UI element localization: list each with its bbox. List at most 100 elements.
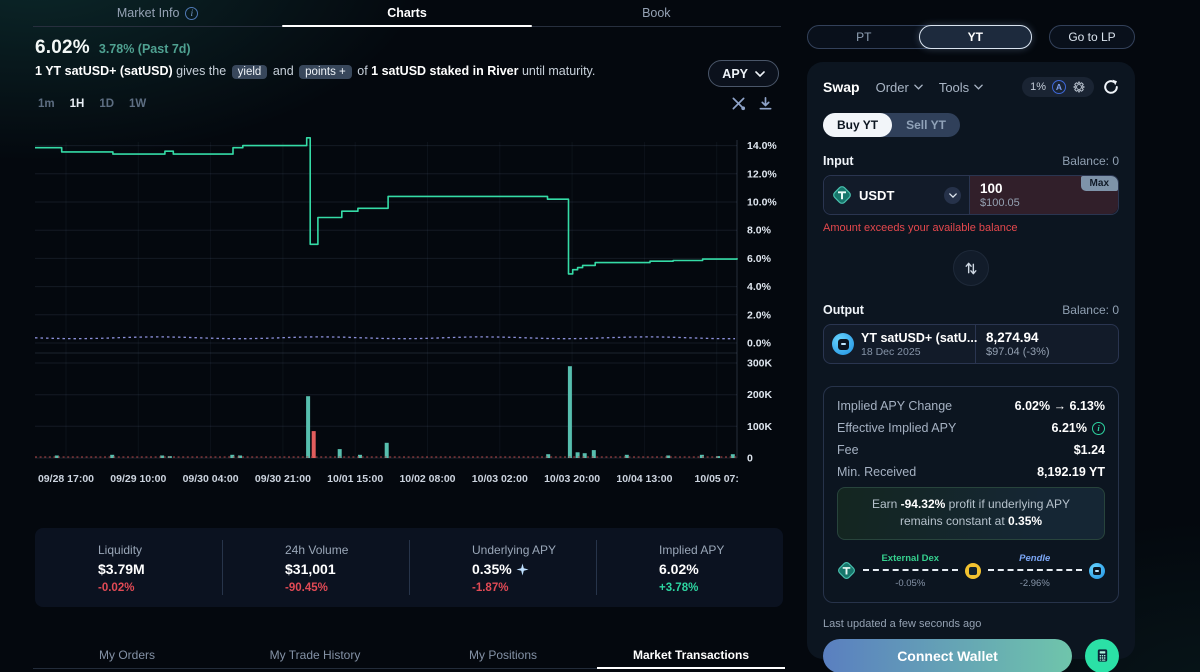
apy-volume-chart[interactable]: 14.0% 12.0% 10.0% 8.0% 6.0% 4.0% 2.0% 0.0% 300K 2… bbox=[35, 136, 785, 492]
route-dashed-line bbox=[987, 568, 1082, 571]
bottom-tab-my-orders[interactable]: My Orders bbox=[98, 647, 155, 662]
volume-bar bbox=[730, 454, 735, 458]
connect-wallet-button[interactable]: Connect Wallet bbox=[823, 638, 1072, 672]
svg-text:09/30 04:00: 09/30 04:00 bbox=[183, 473, 239, 485]
swap-direction-button[interactable] bbox=[953, 250, 989, 286]
svg-text:14.0%: 14.0% bbox=[747, 140, 777, 152]
volume-bar bbox=[306, 396, 311, 458]
banner-text: Earn bbox=[871, 497, 901, 511]
route-pendle-label: Pendle bbox=[1019, 552, 1051, 564]
calculator-icon bbox=[1097, 649, 1107, 662]
download-icon[interactable] bbox=[758, 96, 773, 111]
range-1H[interactable]: 1H bbox=[69, 98, 85, 110]
route-pendle-impact: -2.96% bbox=[1019, 577, 1050, 589]
svg-text:10.0%: 10.0% bbox=[747, 197, 777, 209]
sell-yt-tab[interactable]: Sell YT bbox=[906, 118, 946, 132]
stat-value: 0.35% bbox=[472, 561, 596, 577]
top-nav-tabs: Market Info i Charts Book bbox=[33, 0, 781, 27]
output-balance: Balance: 0 bbox=[1062, 303, 1119, 317]
calculator-button[interactable] bbox=[1085, 638, 1119, 672]
svg-text:200K: 200K bbox=[747, 389, 773, 401]
sparkle-icon bbox=[516, 562, 529, 576]
input-token-selector[interactable]: USDT bbox=[824, 176, 970, 214]
stat-value-text: 0.35% bbox=[472, 561, 512, 577]
implied-apy-line bbox=[35, 137, 738, 275]
chart-metric-dropdown[interactable]: APY bbox=[708, 60, 779, 87]
route-segment-pendle: Pendle -2.96% bbox=[986, 553, 1085, 589]
chart-metric-label: APY bbox=[722, 66, 748, 81]
stat-change: +3.78% bbox=[659, 582, 699, 594]
tools-menu-label: Tools bbox=[938, 79, 970, 95]
detail-value: 6.21% i bbox=[1052, 421, 1105, 435]
detail-row-min-received: Min. Received 8,192.19 YT bbox=[837, 465, 1105, 479]
stat-value: $31,001 bbox=[285, 561, 409, 577]
output-label: Output bbox=[823, 303, 864, 317]
toggle-pt[interactable]: PT bbox=[856, 30, 872, 44]
detail-value-text: 8,192.19 YT bbox=[1037, 465, 1105, 479]
gear-icon bbox=[1073, 81, 1085, 93]
svg-text:09/30 21:00: 09/30 21:00 bbox=[255, 473, 311, 485]
swap-card: Swap Order Tools 1% A Buy YT Sell YT Inpu… bbox=[807, 62, 1135, 672]
chevron-down-icon bbox=[974, 84, 983, 90]
market-chart-section: Market Info i Charts Book 6.02% 3.78% (Past… bbox=[33, 0, 785, 669]
nav-tab-book[interactable]: Book bbox=[532, 0, 781, 26]
input-token-symbol: USDT bbox=[859, 187, 895, 203]
volume-bar bbox=[110, 454, 115, 458]
nav-tab-market-info[interactable]: Market Info i bbox=[33, 0, 282, 26]
intermediate-token-icon bbox=[964, 562, 981, 579]
svg-text:10/01 15:00: 10/01 15:00 bbox=[327, 473, 383, 485]
toggle-yt[interactable]: YT bbox=[918, 25, 1032, 49]
detail-value: 8,192.19 YT bbox=[1037, 465, 1105, 479]
range-1D[interactable]: 1D bbox=[99, 98, 115, 110]
token-select-chevron[interactable] bbox=[944, 186, 961, 204]
stat-label: 24h Volume bbox=[285, 543, 349, 557]
detail-value-text: 6.02% → 6.13% bbox=[1014, 399, 1105, 413]
tools-menu[interactable]: Tools bbox=[939, 80, 983, 95]
description-strong: 1 satUSD staked in River bbox=[371, 64, 519, 78]
detail-rows: Implied APY Change 6.02% → 6.13% Effective… bbox=[837, 399, 1105, 479]
nav-tab-label: Charts bbox=[387, 6, 427, 20]
stat-change: -90.45% bbox=[285, 582, 328, 594]
description-text: gives the bbox=[176, 64, 227, 78]
buy-yt-tab[interactable]: Buy YT bbox=[823, 113, 893, 137]
trade-panel: PT YT Go to LP Swap Order Tools 1% A bbox=[807, 25, 1135, 672]
range-1W[interactable]: 1W bbox=[129, 98, 147, 110]
indicators-icon[interactable] bbox=[731, 96, 746, 111]
input-amount-value[interactable]: 100 bbox=[980, 181, 1003, 196]
input-amount-area[interactable]: 100 $100.05 Max bbox=[970, 176, 1118, 214]
last-updated-text: Last updated a few seconds ago bbox=[823, 617, 982, 630]
mode-row: PT YT Go to LP bbox=[807, 25, 1135, 49]
max-button[interactable]: Max bbox=[1080, 176, 1118, 191]
chevron-down-icon bbox=[755, 70, 765, 77]
nav-tab-charts[interactable]: Charts bbox=[282, 0, 532, 27]
volume-bar bbox=[160, 455, 165, 458]
bottom-tab-my-trade-history[interactable]: My Trade History bbox=[269, 647, 361, 662]
refresh-icon[interactable] bbox=[1103, 79, 1119, 95]
buy-sell-tabs: Buy YT Sell YT bbox=[823, 113, 960, 137]
range-1m[interactable]: 1m bbox=[38, 98, 55, 110]
svg-text:09/29 10:00: 09/29 10:00 bbox=[110, 473, 166, 485]
slippage-settings-button[interactable]: 1% A bbox=[1022, 77, 1094, 97]
order-menu[interactable]: Order bbox=[876, 80, 923, 95]
go-to-lp-button[interactable]: Go to LP bbox=[1049, 25, 1135, 49]
stat-implied-apy: Implied APY 6.02% +3.78% bbox=[596, 528, 783, 607]
chart-header: 6.02% 3.78% (Past 7d) bbox=[35, 37, 191, 59]
svg-text:8.0%: 8.0% bbox=[747, 225, 772, 237]
nav-tab-label: Book bbox=[642, 6, 671, 20]
bottom-tab-my-positions[interactable]: My Positions bbox=[468, 647, 538, 662]
description-text: until maturity. bbox=[521, 64, 596, 78]
stat-change: -0.02% bbox=[98, 582, 135, 594]
stat-24h-volume: 24h Volume $31,001 -90.45% bbox=[222, 528, 409, 607]
auto-slippage-icon: A bbox=[1052, 80, 1066, 94]
input-label: Input bbox=[823, 154, 854, 168]
output-token[interactable]: YT satUSD+ (satU... 18 Dec 2025 bbox=[824, 325, 977, 363]
stat-liquidity: Liquidity $3.79M -0.02% bbox=[35, 528, 222, 607]
svg-text:10/04 13:00: 10/04 13:00 bbox=[616, 473, 672, 485]
chevron-down-icon bbox=[948, 192, 957, 198]
underlying-apy-line bbox=[35, 336, 735, 340]
description-lead: 1 YT satUSD+ (satUSD) bbox=[35, 64, 173, 78]
info-icon: i bbox=[185, 6, 199, 20]
svg-text:10/03 20:00: 10/03 20:00 bbox=[544, 473, 600, 485]
bottom-tab-market-transactions[interactable]: Market Transactions bbox=[597, 641, 785, 669]
chevron-down-icon bbox=[914, 84, 923, 90]
